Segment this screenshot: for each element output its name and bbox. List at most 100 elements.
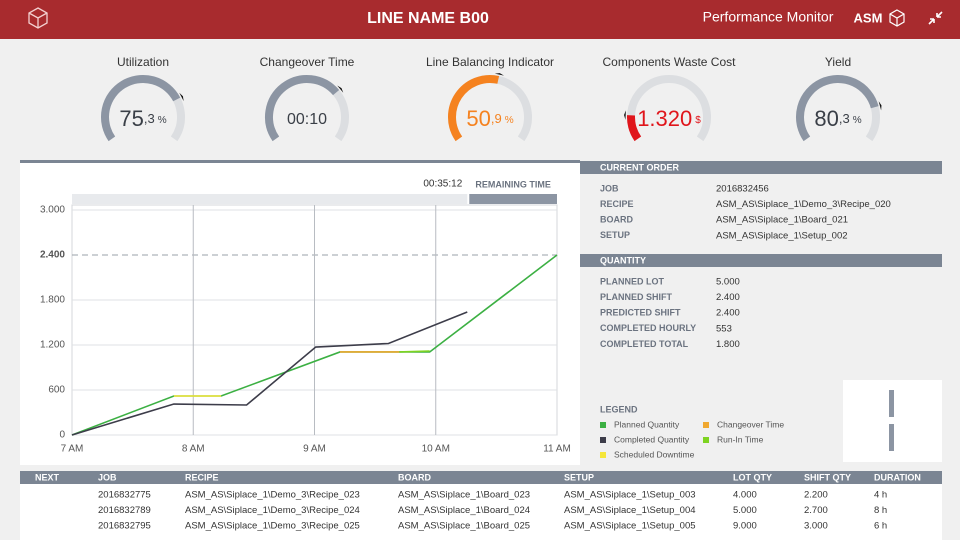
table-cell: 4.000 xyxy=(733,490,757,501)
table-cell: ASM_AS\Siplace_1\Board_024 xyxy=(398,505,530,516)
section-title: QUANTITY xyxy=(600,255,646,265)
table-cell: ASM_AS\Siplace_1\Setup_003 xyxy=(564,490,696,501)
info-value: ASM_AS\Siplace_1\Board_021 xyxy=(716,215,848,226)
logo-icon xyxy=(28,7,48,29)
gauge-number: 80 xyxy=(814,106,838,131)
table-header-cell: RECIPE xyxy=(185,472,219,482)
table-header-cell: DURATION xyxy=(874,472,921,482)
gauge-value: 80,3% xyxy=(814,106,861,131)
legend-swatch xyxy=(703,437,709,443)
gauge-value: 50,9% xyxy=(466,106,513,131)
info-value: ASM_AS\Siplace_1\Setup_002 xyxy=(716,230,848,241)
gauge-label: Changeover Time xyxy=(260,55,355,69)
chart-panel-border xyxy=(20,160,580,163)
y-tick-label: 3.000 xyxy=(40,205,65,216)
table-cell: 5.000 xyxy=(733,505,757,516)
y-tick-label: 1.800 xyxy=(40,295,65,306)
header-bar xyxy=(0,0,960,39)
gauge-value: 75,3% xyxy=(119,106,166,131)
table-header-cell: NEXT xyxy=(35,472,60,482)
info-label: RECIPE xyxy=(600,199,634,209)
legend-label: Scheduled Downtime xyxy=(614,449,695,459)
gauge-marker xyxy=(624,110,626,120)
remaining-label: REMAINING TIME xyxy=(475,179,551,189)
table-cell: 3.000 xyxy=(804,521,828,532)
gauge-unit: % xyxy=(158,115,167,126)
x-tick-label: 10 AM xyxy=(422,444,450,455)
y-tick-label: 1.200 xyxy=(40,340,65,351)
table-cell: 2.200 xyxy=(804,490,828,501)
gauge-label: Line Balancing Indicator xyxy=(426,55,554,69)
y-tick-label: 2.400 xyxy=(40,250,65,261)
info-label: SETUP xyxy=(600,230,630,240)
gauge-label: Utilization xyxy=(117,55,169,69)
status-icon xyxy=(889,390,894,417)
legend-label: Planned Quantity xyxy=(614,419,680,429)
legend-swatch xyxy=(600,452,606,458)
info-label: BOARD xyxy=(600,215,633,225)
legend-swatch xyxy=(703,422,709,428)
gauge-fill xyxy=(101,75,181,142)
gauge-label: Yield xyxy=(825,55,851,69)
info-label: COMPLETED HOURLY xyxy=(600,323,696,333)
header-title: LINE NAME B00 xyxy=(367,10,489,27)
gauge-fill xyxy=(448,75,500,142)
table-cell: 2016832789 xyxy=(98,505,151,516)
info-label: PREDICTED SHIFT xyxy=(600,308,681,318)
brand: ASM xyxy=(854,10,883,25)
legend-title: LEGEND xyxy=(600,404,638,414)
table-header xyxy=(20,471,942,484)
table-header-cell: SHIFT QTY xyxy=(804,472,851,482)
table-cell: ASM_AS\Siplace_1\Demo_3\Recipe_024 xyxy=(185,505,360,516)
info-value: 2.400 xyxy=(716,308,740,319)
series-line xyxy=(71,311,468,436)
section-title: CURRENT ORDER xyxy=(600,162,680,172)
table-cell: 2016832795 xyxy=(98,521,151,532)
gauge-fill xyxy=(796,75,879,142)
gauge-number: 1.320 xyxy=(637,106,692,131)
gauge-unit: % xyxy=(853,115,862,126)
gauge-marker xyxy=(179,92,184,102)
y-tick-label: 600 xyxy=(48,385,65,396)
gauge-decimal: ,3 xyxy=(839,111,850,126)
series-line xyxy=(399,350,430,353)
info-value: 2016832456 xyxy=(716,184,769,195)
info-label: COMPLETED TOTAL xyxy=(600,339,689,349)
x-tick-label: 11 AM xyxy=(543,444,571,455)
table-cell: 2016832775 xyxy=(98,490,151,501)
info-value: ASM_AS\Siplace_1\Demo_3\Recipe_020 xyxy=(716,199,891,210)
gauge-marker xyxy=(337,85,344,93)
table-cell: ASM_AS\Siplace_1\Demo_3\Recipe_023 xyxy=(185,490,360,501)
table-cell: ASM_AS\Siplace_1\Board_023 xyxy=(398,490,530,501)
legend-label: Changeover Time xyxy=(717,419,784,429)
status-icon xyxy=(889,424,894,451)
legend-swatch xyxy=(600,422,606,428)
brand-icon xyxy=(889,9,905,27)
gauge-number: 50 xyxy=(466,106,490,131)
gauge-unit: $ xyxy=(695,115,701,126)
legend-label: Completed Quantity xyxy=(614,434,690,444)
table-cell: ASM_AS\Siplace_1\Setup_005 xyxy=(564,521,696,532)
table-header-cell: BOARD xyxy=(398,472,431,482)
table-cell: ASM_AS\Siplace_1\Board_025 xyxy=(398,521,530,532)
info-value: 1.800 xyxy=(716,339,740,350)
table-cell: 4 h xyxy=(874,490,887,501)
gauge-marker xyxy=(494,73,505,76)
table-cell: 9.000 xyxy=(733,521,757,532)
table-header-cell: SETUP xyxy=(564,472,594,482)
table-cell: ASM_AS\Siplace_1\Setup_004 xyxy=(564,505,696,516)
table-header-cell: LOT QTY xyxy=(733,472,772,482)
collapse-button[interactable] xyxy=(928,11,943,25)
remaining-time: 00:35:12 xyxy=(423,179,462,190)
progress-remaining xyxy=(469,194,557,204)
legend-swatch xyxy=(600,437,606,443)
table-cell: 8 h xyxy=(874,505,887,516)
table-body xyxy=(20,484,942,540)
gauge-number: 00:10 xyxy=(287,111,327,128)
x-tick-label: 7 AM xyxy=(61,444,84,455)
y-tick-label: 0 xyxy=(59,430,65,441)
table-cell: ASM_AS\Siplace_1\Demo_3\Recipe_025 xyxy=(185,521,360,532)
gauge-number: 75 xyxy=(119,106,143,131)
info-value: 5.000 xyxy=(716,277,740,288)
